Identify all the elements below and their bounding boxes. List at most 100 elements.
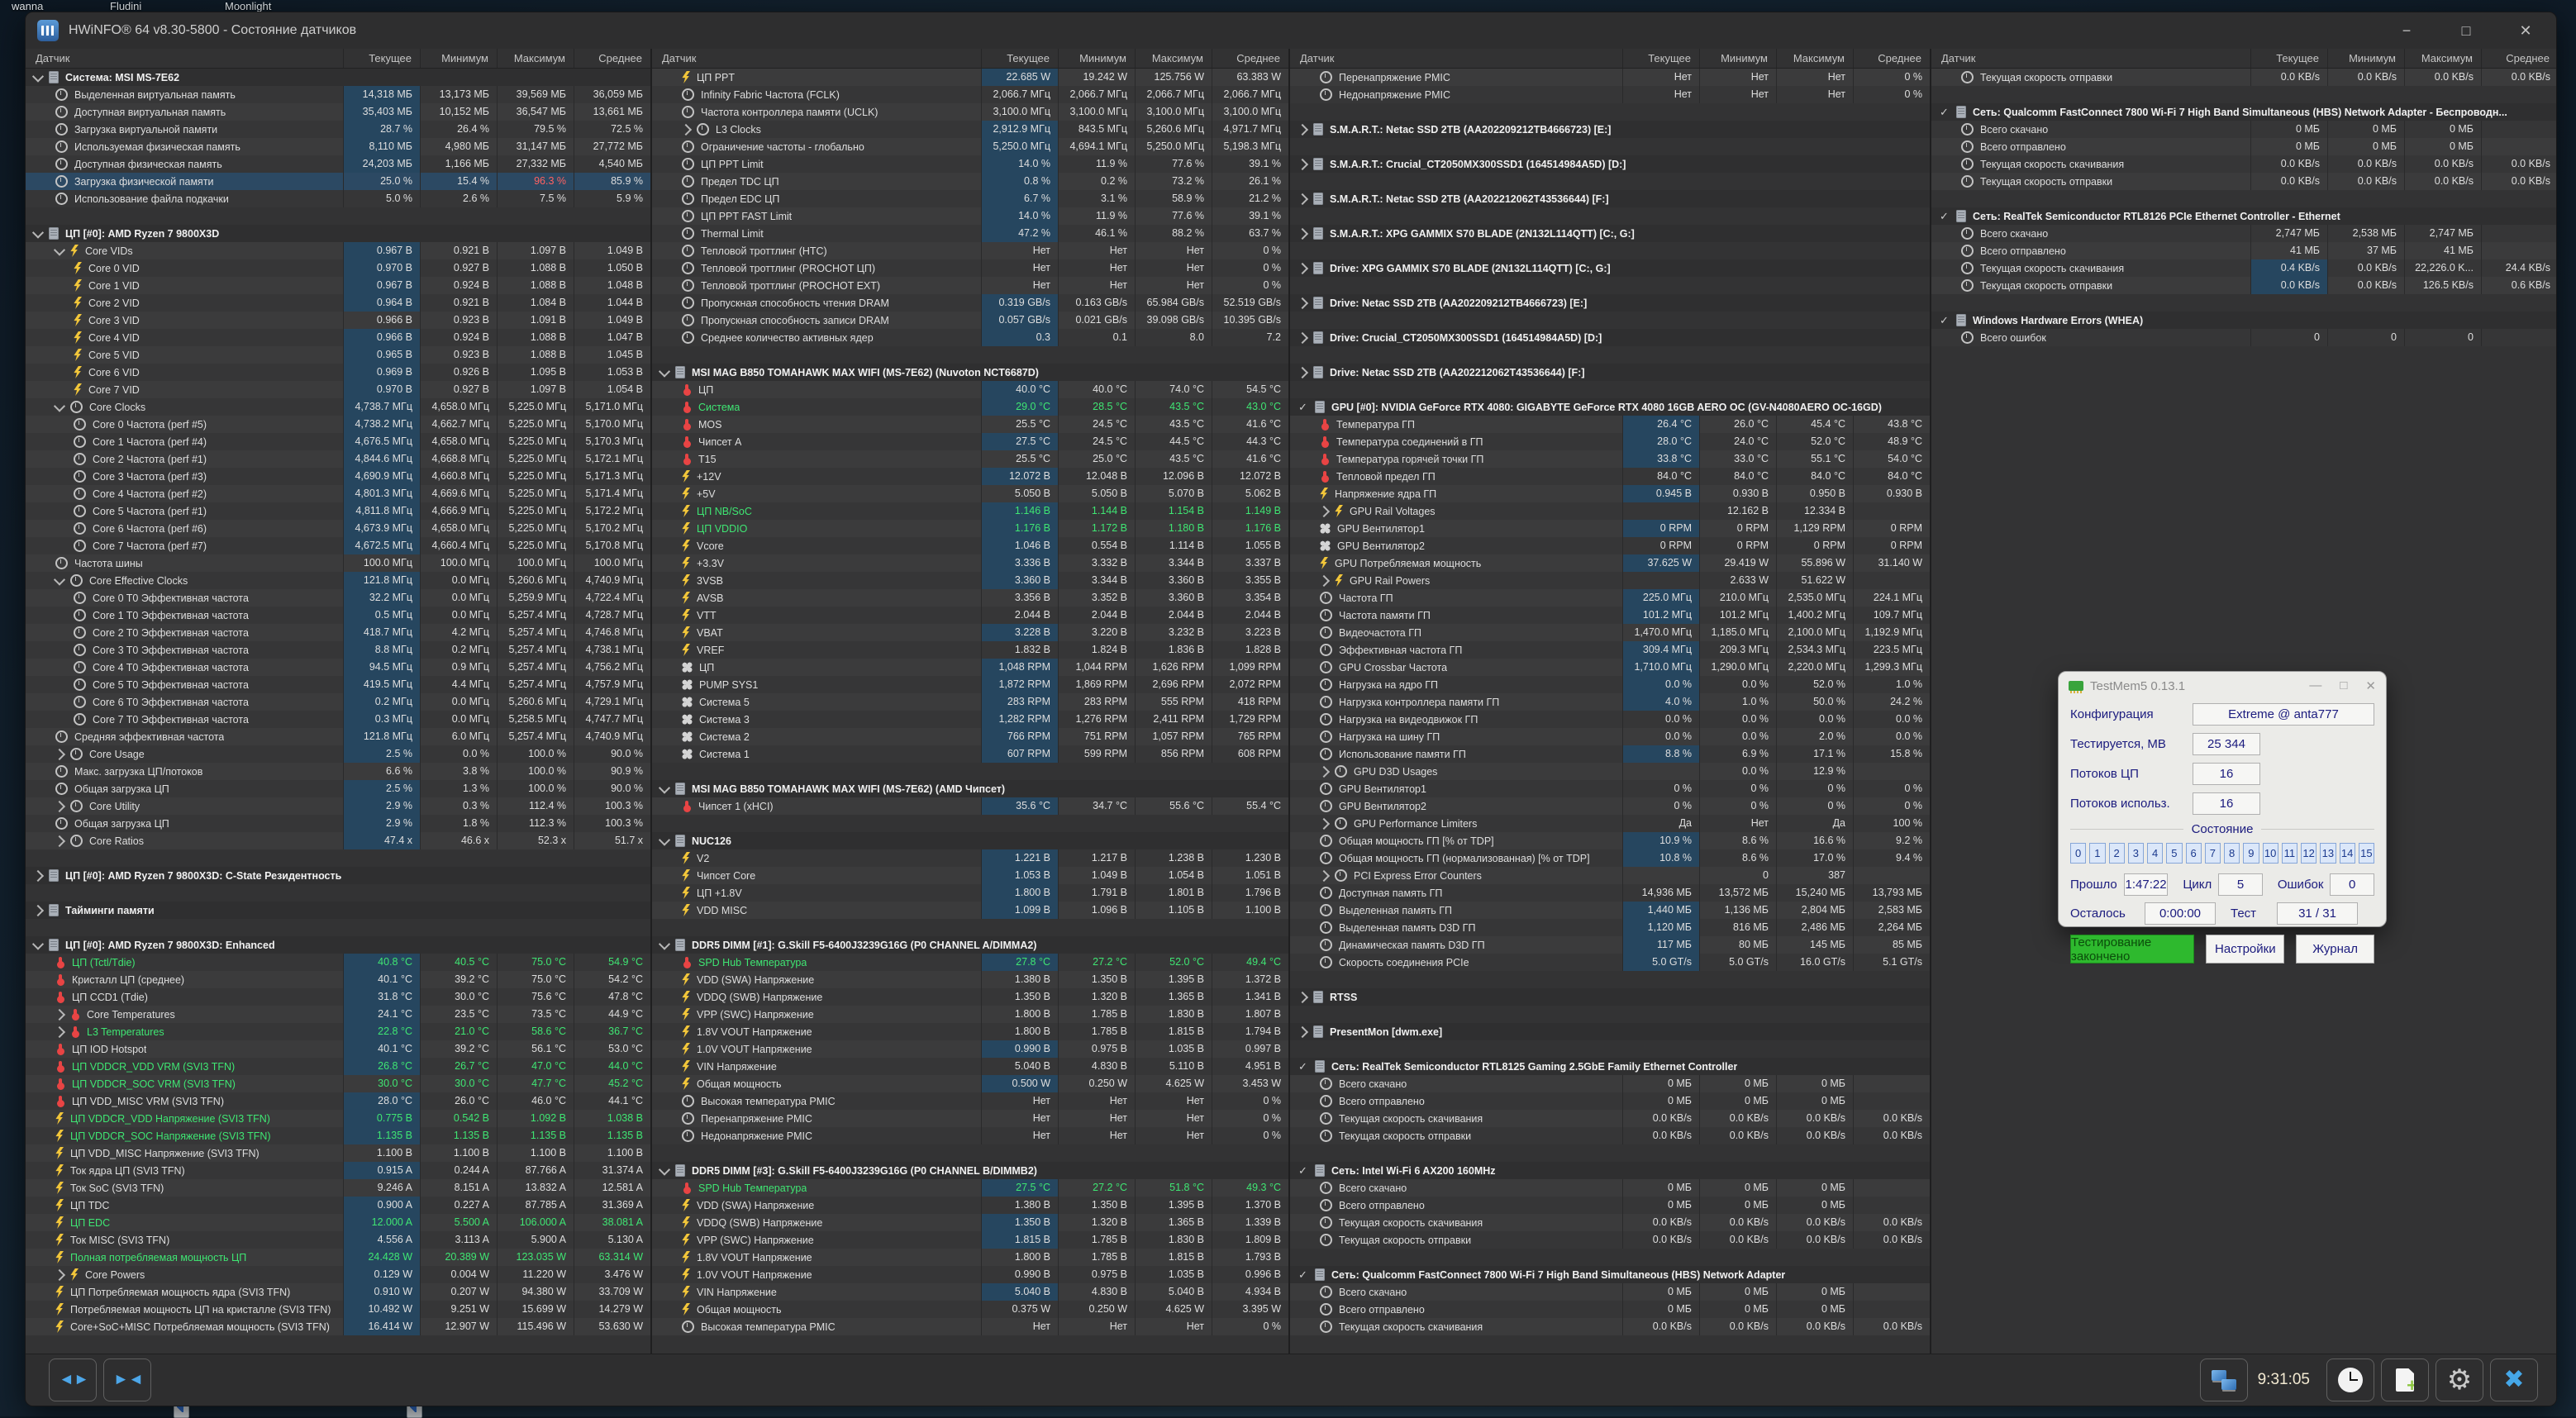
min-column-header[interactable]: Минимум: [2327, 49, 2404, 68]
current-column-header[interactable]: Текущее: [1622, 49, 1699, 68]
sensor-row[interactable]: Core VIDs 0.967 В 0.921 В 1.097 В 1.049 В: [26, 242, 650, 259]
sensor-row[interactable]: Core 0 VID 0.970 В 0.927 В 1.088 В 1.050 В: [26, 259, 650, 277]
tm-minimize-button[interactable]: —: [2309, 678, 2322, 692]
sensor-row[interactable]: Core Clocks 4,738.7 МГц 4,658.0 МГц 5,225.0…: [26, 398, 650, 416]
sensor-row[interactable]: Ток ядра ЦП (SVI3 TFN) 0.915 A 0.244 A 87.7…: [26, 1162, 650, 1179]
chevron-right-icon[interactable]: [1296, 297, 1309, 309]
sensor-row[interactable]: ЦП PPT 22.685 W 19.242 W 125.756 W 63.383 W: [652, 69, 1288, 86]
sensor-row[interactable]: Общая загрузка ЦП 2.9 % 1.8 % 112.3 % 100.3 …: [26, 815, 650, 832]
sensor-row[interactable]: Перенапряжение PMIC Нет Нет Нет 0 %: [1290, 69, 1930, 86]
desktop-icon-label[interactable]: wanna: [12, 0, 44, 12]
tested-mb-value[interactable]: 25 344: [2193, 733, 2260, 755]
sensor-row[interactable]: Core 4 T0 Эффективная частота 94.5 МГц 0.9…: [26, 659, 650, 676]
sensor-row[interactable]: Выделенная память ГП 1,440 МБ 1,136 МБ 2,80…: [1290, 902, 1930, 919]
sensor-row[interactable]: Текущая скорость отправки 0.0 KB/s 0.0 KB/…: [1931, 173, 2556, 190]
sensor-row[interactable]: GPU Rail Voltages 12.162 В 12.334 В: [1290, 502, 1930, 520]
sensor-row[interactable]: Использование памяти ГП 8.8 % 6.9 % 17.1 % 1…: [1290, 745, 1930, 763]
chevron-right-icon[interactable]: [1296, 1025, 1309, 1038]
sensor-row[interactable]: VPP (SWC) Напряжение 1.800 В 1.785 В 1.830 …: [652, 1006, 1288, 1023]
sensor-row[interactable]: Текущая скорость отправки 0.0 KB/s 0.0 KB/…: [1931, 277, 2556, 294]
sensor-row[interactable]: Нагрузка контроллера памяти ГП 4.0 % 1.0 %…: [1290, 693, 1930, 711]
sensor-row[interactable]: Общая мощность ГП [% от TDP] 10.9 % 8.6 % 1…: [1290, 832, 1930, 849]
sensor-column-header[interactable]: Датчик: [662, 52, 697, 64]
sensor-row[interactable]: ЦП +1.8V 1.800 В 1.791 В 1.801 В 1.796 В: [652, 884, 1288, 902]
sensor-row[interactable]: Тепловой троттлинг (HTC) Нет Нет Нет 0 %: [652, 242, 1288, 259]
sensor-group-row[interactable]: S.M.A.R.T.: Crucial_CT2050MX300SSD1 (164…: [1290, 155, 1930, 173]
expand-all-button[interactable]: ◄ ►: [49, 1359, 97, 1401]
sensor-row[interactable]: PUMP SYS1 1,872 RPM 1,869 RPM 2,696 RPM 2,07…: [652, 676, 1288, 693]
tm-close-button[interactable]: ✕: [2365, 679, 2376, 693]
avg-column-header[interactable]: Среднее: [1853, 49, 1930, 68]
sensor-row[interactable]: Core 7 VID 0.970 В 0.927 В 1.097 В 1.054 В: [26, 381, 650, 398]
chevron-right-icon[interactable]: [1296, 366, 1309, 378]
sensor-row[interactable]: SPD Hub Температура 27.5 °C 27.2 °C 51.8 °C…: [652, 1179, 1288, 1197]
sensor-row[interactable]: Пропускная способность чтения DRAM 0.319 …: [652, 294, 1288, 312]
sensor-row[interactable]: Скорость соединения PCIe 5.0 GT/s 5.0 GT/s…: [1290, 954, 1930, 971]
sensor-row[interactable]: Система 3 1,282 RPM 1,276 RPM 2,411 RPM 1,72…: [652, 711, 1288, 728]
sensor-row[interactable]: GPU Вентилятор2 0 RPM 0 RPM 0 RPM 0 RPM: [1290, 537, 1930, 554]
sensor-row[interactable]: Всего отправлено 0 МБ 0 МБ 0 МБ: [1290, 1197, 1930, 1214]
sensor-row[interactable]: GPU Performance Limiters Да Нет Да 100 %: [1290, 815, 1930, 832]
sensor-group-row[interactable]: ЦП [#0]: AMD Ryzen 7 9800X3D: [26, 225, 650, 242]
sensor-row[interactable]: Текущая скорость скачивания 0.0 KB/s 0.0 K…: [1290, 1110, 1930, 1127]
chevron-right-icon[interactable]: [1317, 505, 1331, 517]
sensor-row[interactable]: AVSB 3.356 В 3.352 В 3.360 В 3.354 В: [652, 589, 1288, 607]
sensor-row[interactable]: 1.8V VOUT Напряжение 1.800 В 1.785 В 1.815 …: [652, 1249, 1288, 1266]
sensor-row[interactable]: Температура ГП 26.4 °C 26.0 °C 45.4 °C 43.8 …: [1290, 416, 1930, 433]
sensor-row[interactable]: Доступная физическая память 24,203 МБ 1,16…: [26, 155, 650, 173]
chevron-right-icon[interactable]: [1296, 331, 1309, 344]
sensor-row[interactable]: Всего отправлено 0 МБ 0 МБ 0 МБ: [1931, 138, 2556, 155]
sensor-row[interactable]: Всего отправлено 41 МБ 37 МБ 41 МБ: [1931, 242, 2556, 259]
minimize-button[interactable]: −: [2402, 21, 2412, 39]
collapse-all-button[interactable]: ► ◄: [103, 1359, 151, 1401]
sensor-row[interactable]: ЦП VDDCR_SOC Напряжение (SVI3 TFN) 1.135 …: [26, 1127, 650, 1144]
sensor-group-row[interactable]: DDR5 DIMM [#1]: G.Skill F5-6400J3239G16G…: [652, 936, 1288, 954]
sensor-row[interactable]: Чипсет 1 (xHCI) 35.6 °C 34.7 °C 55.6 °C 55.4…: [652, 797, 1288, 815]
chevron-right-icon[interactable]: [1317, 817, 1331, 830]
sensor-group-row[interactable]: ЦП [#0]: AMD Ryzen 7 9800X3D: C-State Ре…: [26, 867, 650, 884]
sensor-row[interactable]: GPU Crossbar Частота 1,710.0 МГц 1,290.0 М…: [1290, 659, 1930, 676]
sensor-group-row[interactable]: ✓ Сеть: Qualcomm FastConnect 7800 Wi-Fi 7…: [1931, 103, 2556, 121]
sensor-row[interactable]: V2 1.221 В 1.217 В 1.238 В 1.230 В: [652, 849, 1288, 867]
sensor-row[interactable]: Загрузка физической памяти 25.0 % 15.4 % 96…: [26, 173, 650, 190]
sensor-row[interactable]: Нагрузка на ядро ГП 0.0 % 0.0 % 52.0 % 1.0 %: [1290, 676, 1930, 693]
sensor-row[interactable]: Core 3 Частота (perf #3) 4,690.9 МГц 4,660…: [26, 468, 650, 485]
max-column-header[interactable]: Максимум: [497, 49, 574, 68]
sensor-row[interactable]: Загрузка виртуальной памяти 28.7 % 26.4 % 7…: [26, 121, 650, 138]
sensor-row[interactable]: Всего ошибок 0 0 0: [1931, 329, 2556, 346]
sensor-row[interactable]: Текущая скорость скачивания 0.4 KB/s 0.0 K…: [1931, 259, 2556, 277]
sensor-row[interactable]: ЦП CCD1 (Tdie) 31.8 °C 30.0 °C 75.6 °C 47.8 …: [26, 988, 650, 1006]
sensor-row[interactable]: Core Temperatures 24.1 °C 23.5 °C 73.5 °C 44…: [26, 1006, 650, 1023]
sensor-row[interactable]: Всего скачано 2,747 МБ 2,538 МБ 2,747 МБ: [1931, 225, 2556, 242]
sensor-row[interactable]: PCI Express Error Counters 0 387: [1290, 867, 1930, 884]
chevron-right-icon[interactable]: [1317, 765, 1331, 778]
sensor-group-row[interactable]: ✓ GPU [#0]: NVIDIA GeForce RTX 4080: GIGA…: [1290, 398, 1930, 416]
desktop-icon-label[interactable]: Fludini: [110, 0, 142, 12]
sensor-row[interactable]: Пропускная способность записи DRAM 0.057 …: [652, 312, 1288, 329]
sensor-row[interactable]: Недонапряжение PMIC Нет Нет Нет 0 %: [1290, 86, 1930, 103]
sensor-row[interactable]: Выделенная виртуальная память 14,318 МБ 13…: [26, 86, 650, 103]
chevron-down-icon[interactable]: [658, 783, 671, 794]
current-column-header[interactable]: Текущее: [2250, 49, 2327, 68]
sensor-row[interactable]: VBAT 3.228 В 3.220 В 3.232 В 3.223 В: [652, 624, 1288, 641]
sensor-row[interactable]: Система 29.0 °C 28.5 °C 43.5 °C 43.0 °C: [652, 398, 1288, 416]
sensor-row[interactable]: Потребляемая мощность ЦП на кристалле (S…: [26, 1301, 650, 1318]
sensor-row[interactable]: Core 1 T0 Эффективная частота 0.5 МГц 0.0 …: [26, 607, 650, 624]
sensor-row[interactable]: Текущая скорость отправки 0.0 KB/s 0.0 KB/…: [1931, 69, 2556, 86]
sensor-row[interactable]: Доступная память ГП 14,936 МБ 13,572 МБ 15,…: [1290, 884, 1930, 902]
sensor-row[interactable]: Vcore 1.046 В 0.554 В 1.114 В 1.055 В: [652, 537, 1288, 554]
close-button[interactable]: ✕: [2519, 21, 2532, 39]
sensor-row[interactable]: Частота контроллера памяти (UCLK) 3,100.0…: [652, 103, 1288, 121]
sensor-row[interactable]: Текущая скорость отправки 0.0 KB/s 0.0 KB/…: [1290, 1231, 1930, 1249]
sensor-row[interactable]: Ток MISC (SVI3 TFN) 4.556 A 3.113 A 5.900 A…: [26, 1231, 650, 1249]
sensor-row[interactable]: T15 25.5 °C 25.0 °C 43.5 °C 41.6 °C: [652, 450, 1288, 468]
chevron-right-icon[interactable]: [1296, 193, 1309, 205]
sensor-row[interactable]: Core 2 T0 Эффективная частота 418.7 МГц 4.…: [26, 624, 650, 641]
sensor-row[interactable]: GPU Вентилятор1 0 RPM 0 RPM 1,129 RPM 0 RPM: [1290, 520, 1930, 537]
checkmark-icon[interactable]: ✓: [1940, 313, 1949, 326]
sensor-row[interactable]: Core 6 VID 0.969 В 0.926 В 1.095 В 1.053 В: [26, 364, 650, 381]
sensor-row[interactable]: SPD Hub Температура 27.8 °C 27.2 °C 52.0 °C…: [652, 954, 1288, 971]
chevron-right-icon[interactable]: [1296, 991, 1309, 1003]
chevron-right-icon[interactable]: [1317, 869, 1331, 882]
checkmark-icon[interactable]: ✓: [1298, 1268, 1307, 1281]
